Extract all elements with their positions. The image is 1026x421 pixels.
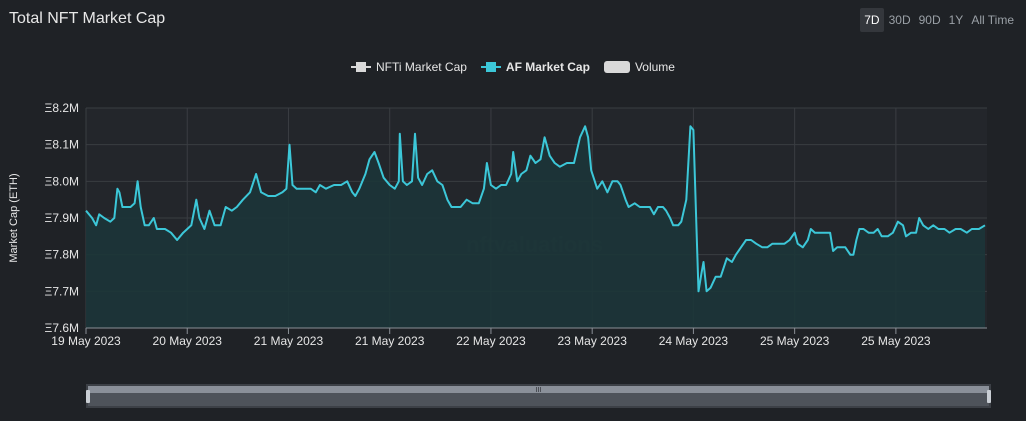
y-tick-label: Ξ7.7M: [45, 284, 79, 298]
x-tick-label: 21 May 2023: [355, 334, 425, 348]
legend-item-af-market-cap[interactable]: AF Market Cap: [480, 60, 590, 74]
x-tick-label: 22 May 2023: [456, 334, 526, 348]
market-cap-chart: nftvaluationsΞ7.6MΞ7.7MΞ7.8MΞ7.9MΞ8.0MΞ8…: [8, 101, 987, 348]
navigator-grip: III: [536, 387, 542, 394]
line-marker-icon: [480, 62, 501, 72]
series-line: [85, 125, 986, 293]
chart-navigator[interactable]: III: [86, 384, 991, 408]
range-90d-button[interactable]: 90D: [918, 13, 941, 27]
chart-legend: NFTi Market Cap AF Market Cap Volume: [0, 60, 1026, 74]
x-tick-label: 25 May 2023: [760, 334, 830, 348]
y-axis-title: Market Cap (ETH): [8, 173, 20, 262]
legend-marker: [356, 62, 367, 72]
x-tick-label: 20 May 2023: [153, 334, 223, 348]
navigator-scrollbar[interactable]: [88, 386, 989, 393]
range-7d-button[interactable]: 7D: [860, 8, 884, 32]
x-tick-label: 23 May 2023: [557, 334, 627, 348]
time-range-selector: 7D 30D 90D 1Y All Time: [860, 8, 1017, 32]
range-30d-button[interactable]: 30D: [888, 13, 911, 27]
x-tick-label: 19 May 2023: [51, 334, 121, 348]
range-all-time-button[interactable]: All Time: [971, 13, 1014, 27]
y-tick-label: Ξ7.9M: [45, 211, 79, 225]
range-1y-button[interactable]: 1Y: [948, 13, 964, 27]
page-title: Total NFT Market Cap: [9, 10, 166, 27]
legend-marker: [485, 62, 496, 72]
box-swatch-icon: [603, 61, 630, 73]
legend-label: Volume: [634, 60, 675, 74]
navigator-selection[interactable]: [88, 393, 989, 406]
navigator-left-handle[interactable]: [86, 390, 90, 403]
series-area: [86, 126, 985, 328]
legend-item-nfti-market-cap[interactable]: NFTi Market Cap: [351, 60, 467, 74]
x-tick-label: 21 May 2023: [254, 334, 324, 348]
y-tick-label: Ξ7.8M: [45, 248, 79, 262]
y-tick-label: Ξ8.0M: [45, 174, 79, 188]
y-tick-label: Ξ8.1M: [45, 138, 79, 152]
y-tick-label: Ξ8.2M: [45, 101, 79, 115]
legend-label: AF Market Cap: [505, 60, 590, 74]
navigator-right-handle[interactable]: [987, 390, 991, 403]
y-tick-label: Ξ7.6M: [45, 321, 79, 335]
x-tick-label: 24 May 2023: [659, 334, 729, 348]
line-marker-icon: [351, 62, 372, 72]
legend-item-volume[interactable]: Volume: [603, 60, 675, 74]
legend-label: NFTi Market Cap: [376, 60, 467, 74]
x-tick-label: 25 May 2023: [861, 334, 931, 348]
